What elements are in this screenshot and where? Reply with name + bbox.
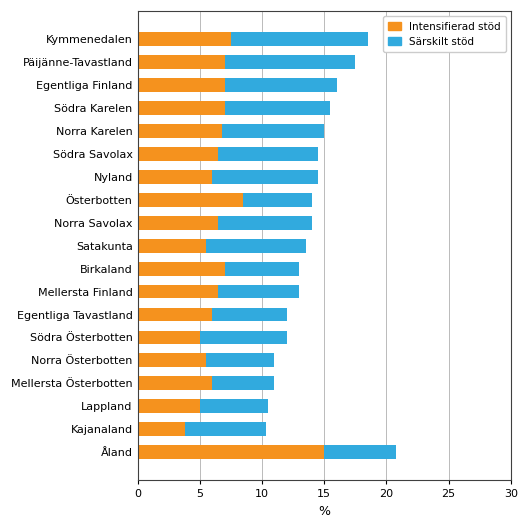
- Bar: [200, 331, 287, 344]
- Bar: [138, 422, 185, 436]
- Bar: [218, 216, 312, 230]
- Bar: [231, 32, 368, 46]
- Bar: [138, 147, 218, 161]
- Legend: Intensifierad stöd, Särskilt stöd: Intensifierad stöd, Särskilt stöd: [383, 16, 506, 52]
- Bar: [324, 445, 396, 459]
- Bar: [225, 262, 299, 276]
- Bar: [200, 399, 268, 413]
- Bar: [212, 308, 287, 322]
- Bar: [138, 285, 218, 298]
- Bar: [138, 78, 225, 92]
- Bar: [138, 262, 225, 276]
- Bar: [222, 124, 324, 138]
- Bar: [138, 216, 218, 230]
- Bar: [206, 353, 275, 367]
- Bar: [225, 56, 355, 69]
- Bar: [138, 56, 225, 69]
- Bar: [138, 170, 212, 184]
- Bar: [138, 353, 206, 367]
- Bar: [138, 239, 206, 252]
- Bar: [138, 331, 200, 344]
- Bar: [225, 78, 336, 92]
- X-axis label: %: %: [318, 505, 330, 518]
- Bar: [138, 193, 243, 207]
- Bar: [138, 101, 225, 115]
- Bar: [212, 170, 318, 184]
- Bar: [138, 124, 222, 138]
- Bar: [212, 377, 275, 390]
- Bar: [138, 32, 231, 46]
- Bar: [185, 422, 266, 436]
- Bar: [138, 399, 200, 413]
- Bar: [138, 377, 212, 390]
- Bar: [138, 445, 324, 459]
- Bar: [218, 147, 318, 161]
- Bar: [138, 308, 212, 322]
- Bar: [243, 193, 312, 207]
- Bar: [206, 239, 306, 252]
- Bar: [218, 285, 299, 298]
- Bar: [225, 101, 331, 115]
